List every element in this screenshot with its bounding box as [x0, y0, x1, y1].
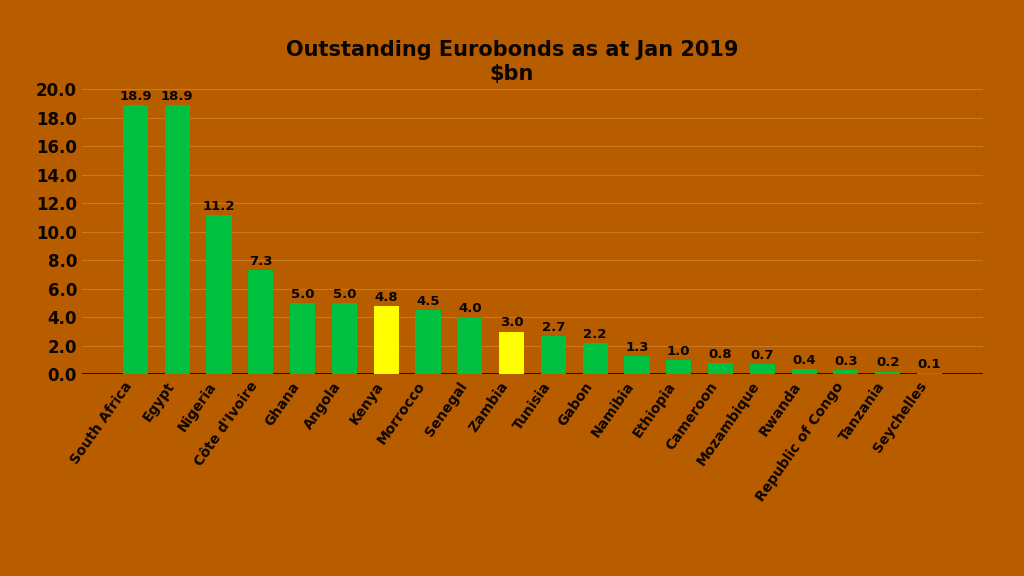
Text: 1.0: 1.0: [667, 345, 690, 358]
Bar: [458, 317, 482, 374]
Text: 0.2: 0.2: [876, 357, 899, 369]
Text: 2.7: 2.7: [542, 321, 565, 334]
Bar: [416, 310, 440, 374]
Text: 4.8: 4.8: [375, 291, 398, 304]
Bar: [248, 270, 273, 374]
Text: 18.9: 18.9: [119, 90, 152, 103]
Text: 0.4: 0.4: [793, 354, 816, 366]
Bar: [499, 332, 524, 374]
Bar: [123, 105, 147, 374]
Bar: [625, 356, 649, 374]
Text: 0.8: 0.8: [709, 348, 732, 361]
Text: 0.7: 0.7: [751, 349, 774, 362]
Bar: [541, 336, 566, 374]
Text: 7.3: 7.3: [249, 255, 272, 268]
Text: 4.5: 4.5: [416, 295, 439, 308]
Bar: [876, 372, 900, 374]
Bar: [207, 215, 231, 374]
Bar: [290, 303, 315, 374]
Bar: [792, 369, 817, 374]
Text: 4.0: 4.0: [458, 302, 481, 315]
Text: 0.3: 0.3: [835, 355, 858, 368]
Bar: [750, 365, 775, 374]
Text: 1.3: 1.3: [626, 341, 649, 354]
Text: 11.2: 11.2: [203, 199, 236, 213]
Bar: [667, 360, 691, 374]
Bar: [374, 306, 398, 374]
Bar: [332, 303, 357, 374]
Text: 0.1: 0.1: [918, 358, 941, 371]
Bar: [165, 105, 189, 374]
Text: 5.0: 5.0: [333, 288, 356, 301]
Text: 5.0: 5.0: [291, 288, 314, 301]
Bar: [918, 373, 942, 374]
Bar: [708, 363, 733, 374]
Text: 3.0: 3.0: [500, 316, 523, 329]
Bar: [583, 343, 607, 374]
Text: 18.9: 18.9: [161, 90, 194, 103]
Text: 2.2: 2.2: [584, 328, 607, 341]
Text: Outstanding Eurobonds as at Jan 2019
$bn: Outstanding Eurobonds as at Jan 2019 $bn: [286, 40, 738, 84]
Bar: [834, 370, 858, 374]
